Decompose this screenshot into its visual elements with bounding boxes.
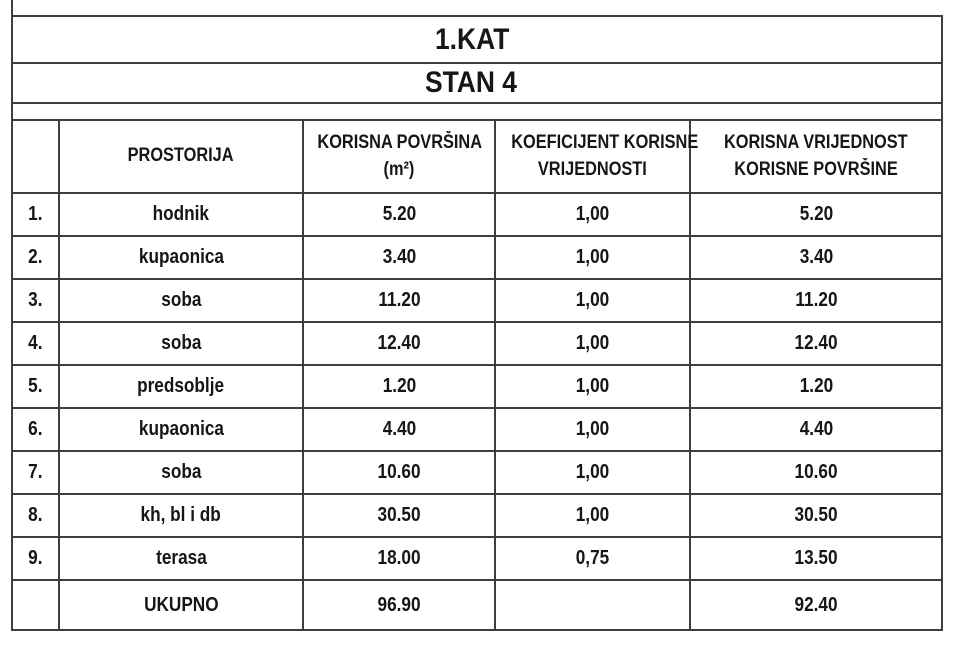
- cell-coefficient: 0,75: [494, 536, 691, 581]
- cell-area: 4.40: [302, 407, 496, 452]
- cell-row-number: 7.: [11, 450, 60, 495]
- cell-row-number: [11, 579, 60, 631]
- cell-area: 3.40: [302, 235, 496, 280]
- cell-useful-value: 5.20: [688, 192, 944, 237]
- total-coefficient-cell: [494, 579, 691, 631]
- cell-useful-value: 10.60: [688, 450, 944, 495]
- cell-area: 1.20: [302, 364, 496, 409]
- spacer-row: [10, 102, 944, 121]
- cell-area: 30.50: [302, 493, 496, 538]
- cell-useful-value: 11.20: [688, 278, 944, 323]
- cell-area: 11.20: [302, 278, 496, 323]
- column-header-room: PROSTORIJA: [58, 119, 304, 194]
- cell-row-number: 4.: [11, 321, 60, 366]
- cell-coefficient: 1,00: [494, 235, 691, 280]
- total-area-cell: 96.90: [302, 579, 496, 631]
- cell-room: hodnik: [58, 192, 304, 237]
- cell-row-number: 1.: [11, 192, 60, 237]
- cell-useful-value: 4.40: [688, 407, 944, 452]
- column-header-useful-value: KORISNA VRIJEDNOST KORISNE POVRŠINE: [688, 119, 944, 194]
- total-label-cell: UKUPNO: [58, 579, 304, 631]
- total-useful-value-cell: 92.40: [688, 579, 944, 631]
- apartment-title-cell: STAN 4: [10, 62, 944, 104]
- table-row: 3. soba 11.20 1,00 11.20: [11, 278, 944, 323]
- cell-room: terasa: [58, 536, 304, 581]
- cell-room: soba: [58, 450, 304, 495]
- cell-row-number: 8.: [11, 493, 60, 538]
- floor-title-row: 1.KAT: [10, 15, 944, 64]
- cell-coefficient: 1,00: [494, 364, 691, 409]
- table-row: 7. soba 10.60 1,00 10.60: [11, 450, 944, 495]
- floor-title-cell: 1.KAT: [10, 15, 944, 64]
- floor-area-table: 1.KAT STAN 4 PROSTORIJA KORISNA POVRŠINA…: [10, 15, 944, 631]
- cell-room: kupaonica: [58, 407, 304, 452]
- cell-row-number: 5.: [11, 364, 60, 409]
- cell-row-number: 3.: [11, 278, 60, 323]
- cell-area: 10.60: [302, 450, 496, 495]
- cell-room: kh, bl i db: [58, 493, 304, 538]
- table-row: 1. hodnik 5.20 1,00 5.20: [11, 192, 944, 237]
- apartment-title-row: STAN 4: [10, 62, 944, 104]
- cell-useful-value: 3.40: [688, 235, 944, 280]
- column-header-area: KORISNA POVRŠINA (m²): [302, 119, 496, 194]
- total-row: UKUPNO 96.90 92.40: [11, 579, 944, 631]
- cell-coefficient: 1,00: [494, 278, 691, 323]
- table-row: 8. kh, bl i db 30.50 1,00 30.50: [11, 493, 944, 538]
- table-continuation-stub-line: [11, 0, 13, 16]
- cell-coefficient: 1,00: [494, 192, 691, 237]
- table-row: 6. kupaonica 4.40 1,00 4.40: [11, 407, 944, 452]
- cell-room: predsoblje: [58, 364, 304, 409]
- cell-room: soba: [58, 278, 304, 323]
- floor-title: 1.KAT: [434, 22, 510, 56]
- cell-useful-value: 13.50: [688, 536, 944, 581]
- cell-room: kupaonica: [58, 235, 304, 280]
- table-row: 5. predsoblje 1.20 1,00 1.20: [11, 364, 944, 409]
- cell-row-number: 9.: [11, 536, 60, 581]
- header-row: PROSTORIJA KORISNA POVRŠINA (m²) KOEFICI…: [11, 119, 944, 194]
- cell-useful-value: 1.20: [688, 364, 944, 409]
- cell-coefficient: 1,00: [494, 407, 691, 452]
- apartment-title: STAN 4: [424, 66, 517, 99]
- cell-room: soba: [58, 321, 304, 366]
- table-row: 9. terasa 18.00 0,75 13.50: [11, 536, 944, 581]
- cell-row-number: 6.: [11, 407, 60, 452]
- cell-coefficient: 1,00: [494, 321, 691, 366]
- cell-coefficient: 1,00: [494, 493, 691, 538]
- cell-area: 18.00: [302, 536, 496, 581]
- cell-area: 5.20: [302, 192, 496, 237]
- table-row: 4. soba 12.40 1,00 12.40: [11, 321, 944, 366]
- table-row: 2. kupaonica 3.40 1,00 3.40: [11, 235, 944, 280]
- cell-row-number: 2.: [11, 235, 60, 280]
- spacer-cell: [10, 102, 944, 121]
- column-header-coefficient: KOEFICIJENT KORISNE VRIJEDNOSTI: [494, 119, 698, 194]
- cell-useful-value: 12.40: [688, 321, 944, 366]
- cell-area: 12.40: [302, 321, 496, 366]
- column-header-number: [11, 119, 60, 194]
- cell-coefficient: 1,00: [494, 450, 691, 495]
- cell-useful-value: 30.50: [688, 493, 944, 538]
